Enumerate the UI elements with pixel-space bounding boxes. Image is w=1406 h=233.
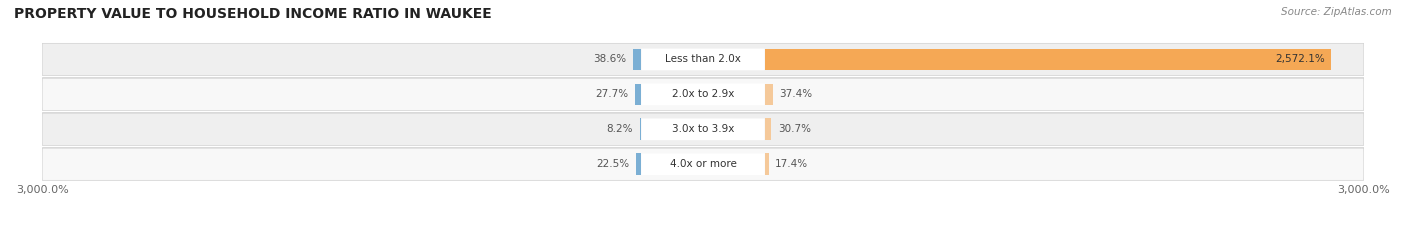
Text: 17.4%: 17.4% — [775, 159, 808, 169]
Bar — [765, 118, 772, 140]
Bar — [765, 49, 1331, 70]
Bar — [636, 84, 641, 105]
Text: 37.4%: 37.4% — [779, 89, 813, 99]
Text: 22.5%: 22.5% — [596, 159, 630, 169]
Bar — [637, 154, 641, 175]
Text: 2,572.1%: 2,572.1% — [1275, 55, 1324, 64]
Bar — [633, 49, 641, 70]
FancyBboxPatch shape — [641, 118, 765, 140]
Text: 38.6%: 38.6% — [593, 55, 626, 64]
FancyBboxPatch shape — [641, 84, 765, 105]
Bar — [640, 118, 641, 140]
Text: 27.7%: 27.7% — [596, 89, 628, 99]
FancyBboxPatch shape — [641, 154, 765, 175]
FancyBboxPatch shape — [42, 148, 1364, 180]
Text: 2.0x to 2.9x: 2.0x to 2.9x — [672, 89, 734, 99]
Text: 30.7%: 30.7% — [778, 124, 811, 134]
Text: 8.2%: 8.2% — [606, 124, 633, 134]
Bar — [765, 84, 773, 105]
Text: 3.0x to 3.9x: 3.0x to 3.9x — [672, 124, 734, 134]
Text: 4.0x or more: 4.0x or more — [669, 159, 737, 169]
FancyBboxPatch shape — [42, 113, 1364, 145]
FancyBboxPatch shape — [42, 78, 1364, 110]
Text: Source: ZipAtlas.com: Source: ZipAtlas.com — [1281, 7, 1392, 17]
Bar — [765, 154, 769, 175]
Text: PROPERTY VALUE TO HOUSEHOLD INCOME RATIO IN WAUKEE: PROPERTY VALUE TO HOUSEHOLD INCOME RATIO… — [14, 7, 492, 21]
FancyBboxPatch shape — [42, 43, 1364, 75]
Text: Less than 2.0x: Less than 2.0x — [665, 55, 741, 64]
FancyBboxPatch shape — [641, 49, 765, 70]
